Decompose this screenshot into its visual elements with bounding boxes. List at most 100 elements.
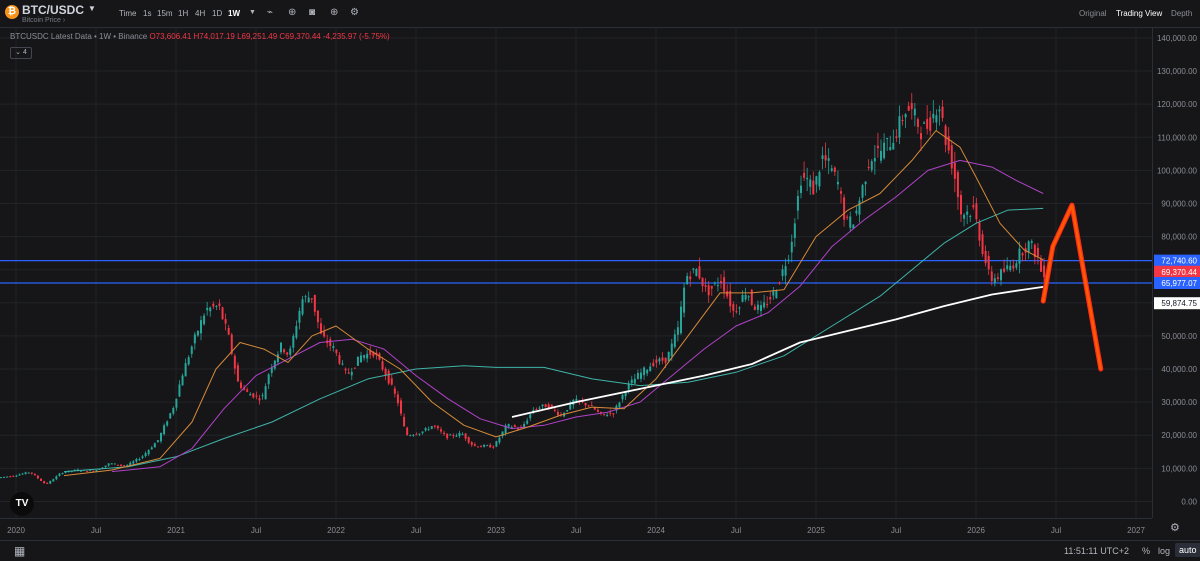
percent-toggle[interactable]: % (1142, 546, 1151, 556)
tradingview-logo-icon[interactable]: TV (10, 492, 34, 516)
candle-body (12, 475, 15, 477)
auto-toggle[interactable]: auto (1175, 543, 1200, 557)
candle-body (304, 296, 307, 298)
timeframe-1h[interactable]: 1H (178, 9, 189, 18)
candle-body (698, 266, 701, 279)
candle-body (61, 472, 64, 475)
candle-body (369, 350, 372, 355)
timeframe-1s[interactable]: 1s (143, 9, 152, 18)
chevron-down-icon[interactable]: ▼ (88, 4, 96, 13)
candle-body (504, 425, 507, 434)
candle-body (624, 392, 627, 397)
time-axis[interactable]: 2020 Jul 2021 Jul 2022 Jul 2023 Jul 2024 Jul 2025 J… (0, 518, 1152, 540)
candle-body (132, 461, 135, 464)
bottom-toolbar: ▦ 11:51:11 UTC+2 % log auto (0, 540, 1200, 561)
candle-body (741, 295, 744, 302)
candle-body (510, 427, 513, 429)
candle-body (916, 119, 919, 127)
candle-body (904, 114, 907, 118)
indicators-icon[interactable]: ⊕ (288, 7, 297, 18)
candle-body (52, 479, 55, 482)
price-axis[interactable]: 0.00 10,000.00 20,000.00 30,000.00 40,000.00… (1152, 28, 1200, 518)
candle-body (412, 434, 415, 436)
y-tick-label: 20,000.00 (1161, 431, 1197, 440)
candle-body (427, 429, 430, 431)
candle-body (147, 450, 150, 455)
timeframe-15m[interactable]: 15m (157, 9, 173, 18)
candle-body (895, 136, 898, 139)
candle-body (240, 382, 242, 389)
candle-body (806, 177, 809, 180)
projection-path[interactable] (1041, 203, 1103, 371)
candle-body (633, 378, 636, 384)
view-depth[interactable]: Depth (1171, 9, 1193, 18)
add-icon[interactable]: ⊕ (330, 7, 339, 18)
candle-body (716, 285, 719, 287)
view-trading-view[interactable]: Trading View (1116, 9, 1163, 18)
candle-body (960, 195, 962, 215)
candle-body (360, 355, 362, 363)
legend-title: BTCUSDC Latest Data • 1W • Binance (10, 32, 148, 41)
candle-body (750, 289, 753, 305)
candle-body (160, 432, 162, 442)
timeframe-time[interactable]: Time (119, 9, 137, 18)
candle-body (95, 470, 98, 472)
candle-body (913, 108, 916, 116)
candle-body (464, 433, 467, 439)
candle-body (153, 443, 156, 448)
candle-body (953, 162, 956, 179)
timeframe-1w[interactable]: 1W (228, 9, 240, 18)
x-tick-label: 2024 (647, 526, 665, 535)
candle-body (1033, 244, 1036, 258)
candle-body (566, 410, 569, 412)
bar-style-icon[interactable]: ⌁ (267, 7, 274, 18)
candle-body (6, 476, 9, 478)
candle-body (387, 370, 390, 384)
x-tick-label: 2023 (487, 526, 505, 535)
y-tick-label: 110,000.00 (1158, 133, 1198, 142)
projection-path-shadow[interactable] (1040, 202, 1104, 372)
candle-body (938, 109, 941, 112)
candle-body (390, 378, 393, 385)
candle-body (43, 481, 46, 484)
candle-body (781, 269, 784, 277)
settings-icon[interactable]: ⚙ (350, 7, 359, 18)
price-label-bg (1154, 254, 1200, 267)
candle-body (538, 407, 541, 409)
chevron-down-icon[interactable]: ▼ (249, 9, 256, 16)
candle-body (113, 463, 116, 465)
price-chart[interactable] (0, 28, 1152, 518)
candle-body (735, 311, 738, 313)
timeframe-1d[interactable]: 1D (212, 9, 223, 18)
candle-body (692, 268, 695, 270)
candle-body (421, 431, 424, 434)
candle-body (480, 446, 482, 448)
price-label-bg (1154, 297, 1200, 310)
candle-body (418, 433, 421, 435)
candle-body (713, 282, 716, 284)
candle-body (541, 404, 544, 407)
candle-body (353, 367, 356, 369)
candle-body (544, 404, 547, 408)
candle-body (424, 428, 427, 431)
candle-body (446, 433, 449, 439)
timeframe-4h[interactable]: 4H (195, 9, 206, 18)
candle-body (753, 306, 756, 310)
indicators-toggle[interactable]: ⌄ 4 (10, 47, 32, 59)
chart-area[interactable] (0, 28, 1152, 518)
candle-body (230, 334, 233, 354)
settings-icon[interactable]: ⚙ (1170, 522, 1180, 534)
symbol-name[interactable]: BTC/USDC (22, 3, 84, 17)
legend-close: C69,370.44 (279, 32, 321, 41)
candle-body (889, 147, 892, 150)
candle-body (840, 191, 842, 194)
candle-body (209, 307, 212, 312)
candle-body (880, 150, 882, 161)
calendar-icon[interactable]: ▦ (14, 544, 26, 558)
candle-body (341, 363, 344, 365)
view-original[interactable]: Original (1079, 9, 1107, 18)
candle-body (590, 404, 593, 406)
camera-icon[interactable]: ◙ (309, 7, 316, 18)
candle-body (581, 401, 584, 403)
log-toggle[interactable]: log (1158, 546, 1171, 556)
